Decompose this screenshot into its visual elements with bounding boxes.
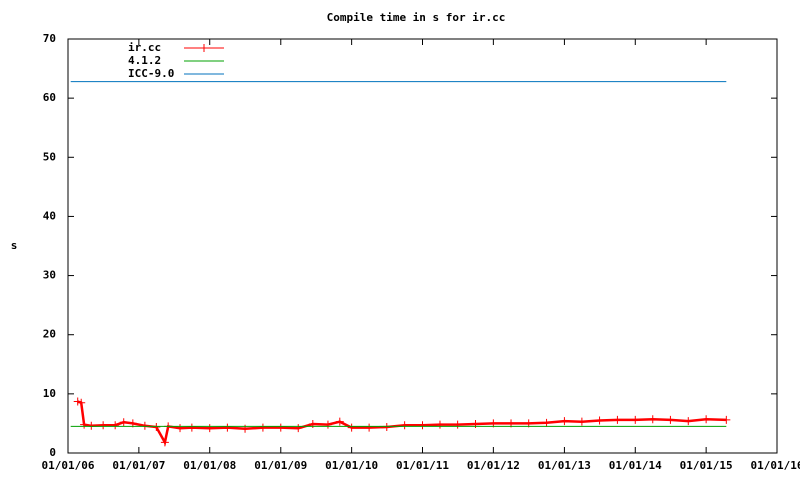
point-marker [613,415,622,424]
point-marker [111,421,120,430]
point-marker [400,421,409,430]
point-marker [702,415,711,424]
point-marker [119,418,128,427]
point-marker [453,420,462,429]
point-marker [205,424,214,433]
point-marker [152,422,161,431]
y-tick-label: 60 [43,91,56,104]
point-marker [99,421,108,430]
point-marker [542,418,551,427]
point-marker [73,397,82,406]
point-marker [323,420,332,429]
point-marker [684,417,693,426]
chart-title: Compile time in s for ir.cc [327,11,506,24]
point-marker [223,423,232,432]
y-tick-label: 0 [49,446,56,459]
point-marker [418,421,427,430]
y-axis-label: s [11,239,18,252]
series-line [77,400,727,446]
point-marker [77,398,86,407]
point-marker [276,423,285,432]
y-tick-label: 20 [43,328,56,341]
x-tick-label: 01/01/06 [42,459,95,472]
point-marker [335,417,344,426]
point-marker [294,424,303,433]
plot-frame [67,38,778,454]
y-tick-label: 10 [43,387,56,400]
point-marker [435,420,444,429]
point-marker [80,420,89,429]
point-marker [347,423,356,432]
x-tick-label: 01/01/12 [467,459,520,472]
point-marker [560,417,569,426]
point-marker [187,423,196,432]
point-marker [595,416,604,425]
point-marker [258,423,267,432]
legend-label: 4.1.2 [128,54,161,67]
point-marker [577,417,586,426]
legend-label: ir.cc [128,41,161,54]
x-tick-label: 01/01/07 [112,459,165,472]
point-marker [87,421,96,430]
x-tick-label: 01/01/08 [183,459,236,472]
x-tick-label: 01/01/16 [751,459,800,472]
x-tick-label: 01/01/10 [325,459,378,472]
point-marker [365,423,374,432]
y-tick-label: 70 [43,32,56,45]
point-marker [666,415,675,424]
x-tick-label: 01/01/15 [680,459,733,472]
point-marker [722,415,731,424]
point-marker [140,421,149,430]
point-marker [648,415,657,424]
x-tick-label: 01/01/13 [538,459,591,472]
legend-label: ICC-9.0 [128,67,174,80]
point-marker [176,424,185,433]
x-tick-label: 01/01/11 [396,459,449,472]
y-tick-label: 40 [43,209,56,222]
y-tick-label: 30 [43,269,56,282]
y-tick-label: 50 [43,150,56,163]
x-tick-label: 01/01/09 [254,459,307,472]
point-marker [160,438,169,447]
point-marker [631,415,640,424]
x-tick-label: 01/01/14 [609,459,662,472]
point-marker [382,422,391,431]
